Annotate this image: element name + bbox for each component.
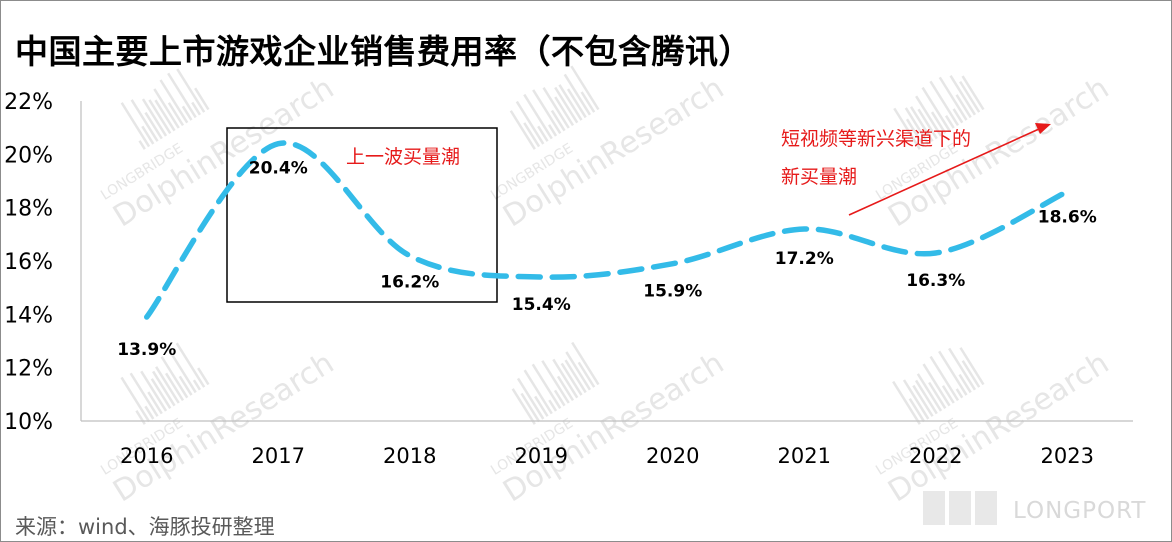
brand-watermark-text: LONGPORT	[1013, 498, 1147, 524]
source-note: 来源：wind、海豚投研整理	[15, 515, 275, 539]
x-tick-label: 2020	[646, 444, 699, 468]
chart-title: 中国主要上市游戏企业销售费用率（不包含腾讯）	[15, 32, 752, 71]
x-tick-labels: 2016 2017 2018 2019 2020 2021 2022 2023	[120, 444, 1094, 468]
y-tick-labels: 10% 12% 14% 16% 18% 20% 22%	[4, 90, 53, 435]
y-tick-label: 16%	[4, 250, 53, 275]
x-tick-label: 2021	[778, 444, 831, 468]
y-tick-label: 12%	[4, 357, 53, 382]
data-label: 16.3%	[906, 271, 965, 291]
x-tick-label: 2018	[383, 444, 436, 468]
data-label: 16.2%	[380, 273, 439, 293]
box-annotation: 上一波买量潮	[346, 146, 460, 168]
x-tick-label: 2016	[120, 444, 173, 468]
watermark-line2: DolphinResearch	[107, 346, 340, 510]
watermark-line2: DolphinResearch	[882, 346, 1115, 510]
y-tick-label: 20%	[4, 143, 53, 168]
data-labels: 13.9% 20.4% 16.2% 15.4% 15.9% 17.2% 16.3% 18.6%	[117, 159, 1096, 360]
data-label: 17.2%	[775, 249, 834, 269]
watermark-line2: DolphinResearch	[497, 71, 730, 235]
x-tick-label: 2023	[1041, 444, 1094, 468]
trend-arrow	[848, 128, 1040, 216]
y-tick-label: 10%	[4, 410, 53, 435]
series-line	[144, 140, 1070, 320]
y-tick-label: 18%	[4, 197, 53, 222]
watermark-line2: DolphinResearch	[497, 346, 730, 510]
data-label: 18.6%	[1038, 208, 1097, 228]
arrow-annotation-line2: 新买量潮	[781, 166, 857, 188]
x-tick-label: 2022	[909, 444, 962, 468]
highlight-box	[226, 127, 498, 303]
trend-arrow-head	[1035, 123, 1051, 134]
data-label: 13.9%	[117, 340, 176, 360]
y-tick-label: 22%	[4, 90, 53, 115]
longport-logo	[923, 491, 997, 525]
data-label: 15.9%	[643, 282, 702, 302]
arrow-annotation-line1: 短视频等新兴渠道下的	[781, 128, 971, 150]
series-group	[144, 140, 1070, 320]
x-tick-label: 2017	[252, 444, 305, 468]
data-label: 15.4%	[512, 295, 571, 315]
y-tick-label: 14%	[4, 303, 53, 328]
x-tick-label: 2019	[515, 444, 568, 468]
chart-axes	[80, 101, 1133, 422]
data-label: 20.4%	[249, 159, 308, 179]
